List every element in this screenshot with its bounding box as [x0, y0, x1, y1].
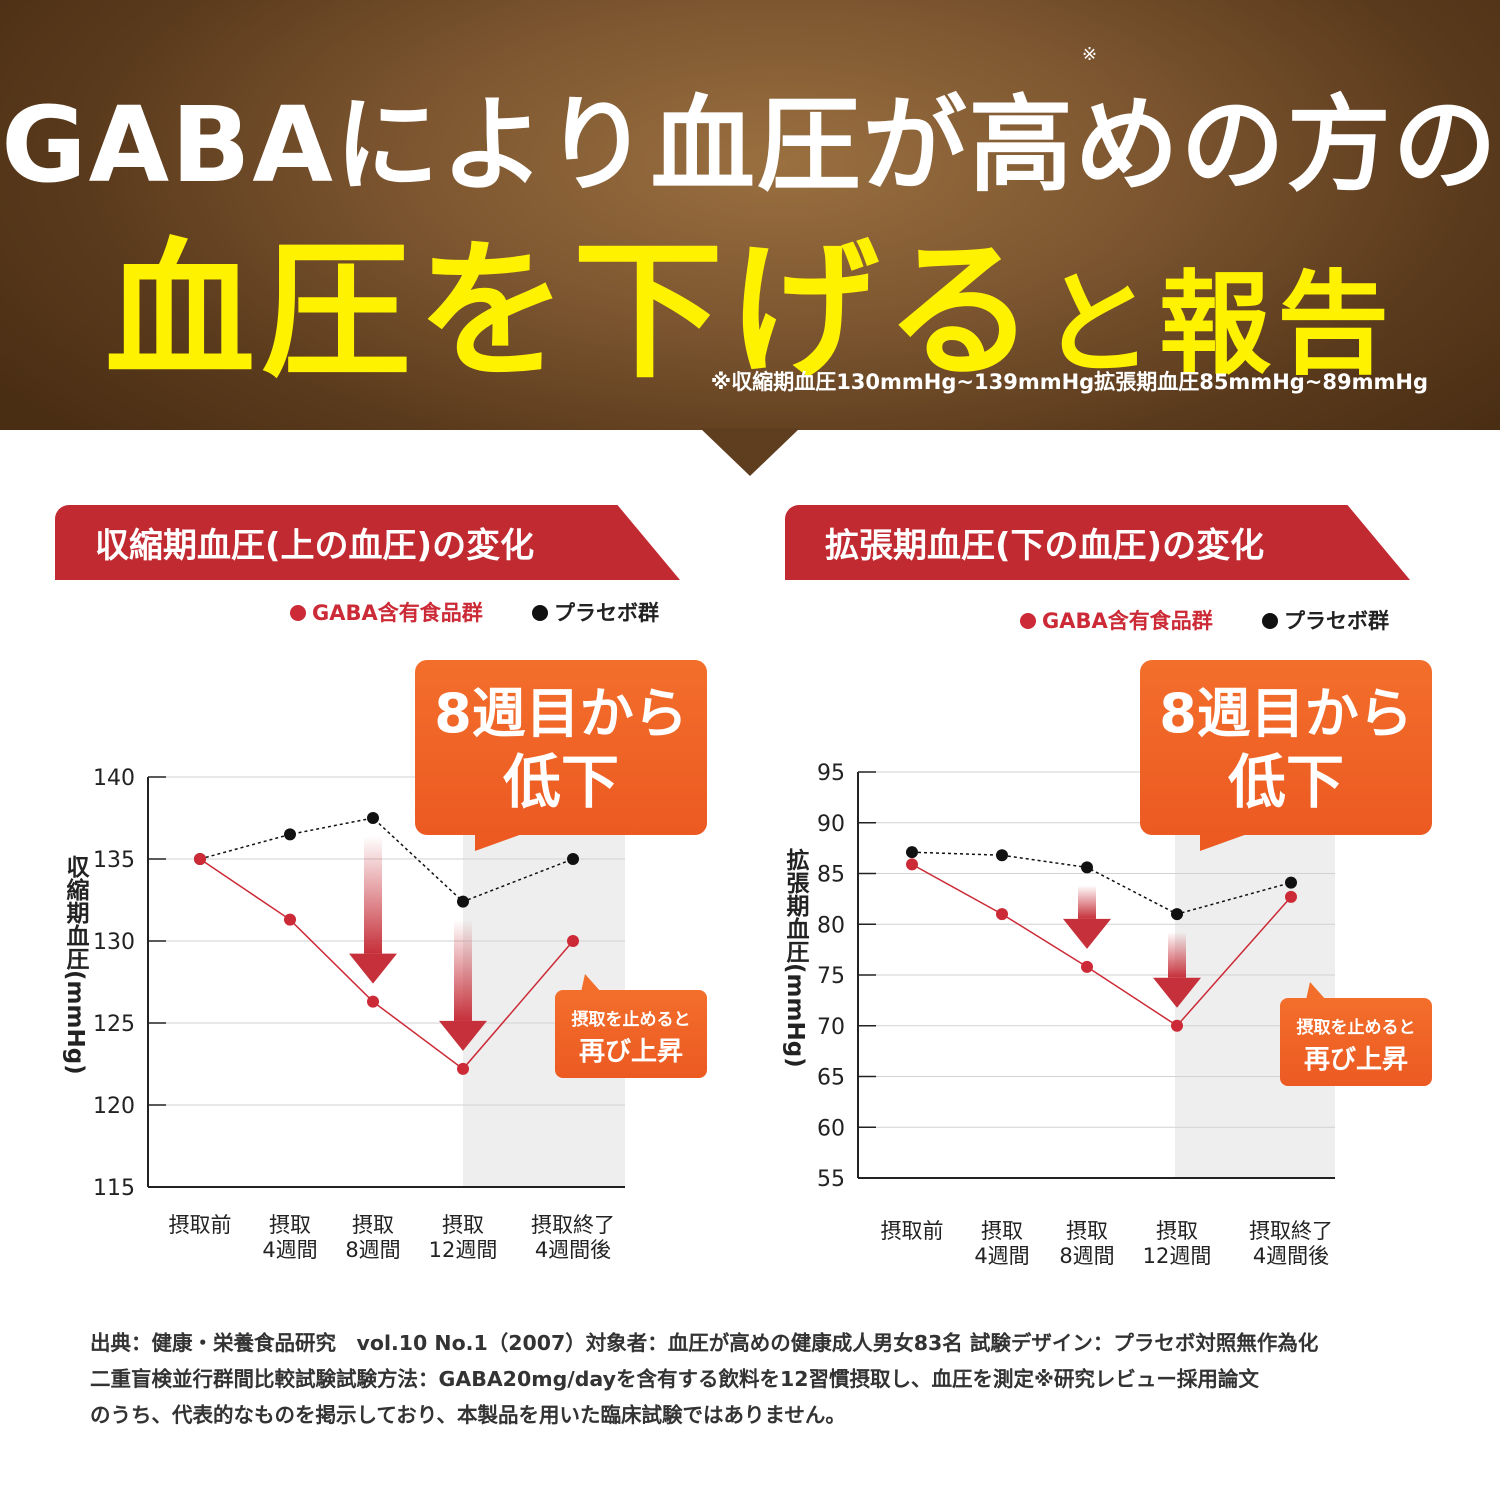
chart1-x-tick-label: 摂取 8週間 — [345, 1213, 400, 1262]
chart2-x-tick-label: 摂取 4週間 — [974, 1219, 1029, 1268]
chart2-drop-arrow-head — [1063, 918, 1111, 949]
headline-line2: 血圧を下げると報告 — [0, 190, 1500, 407]
chart1-gaba-point — [567, 935, 579, 947]
chart1-x-tick-label: 摂取 4週間 — [262, 1213, 317, 1262]
header-banner — [0, 0, 1500, 430]
chart2-drop-arrow-shaft — [1168, 932, 1186, 978]
chart2-y-tick-label: 70 — [817, 1015, 845, 1040]
chart2-callout-line1: 8週目から — [1159, 682, 1413, 745]
chart1-gaba-point — [457, 1062, 469, 1075]
footer-line1: 出典：健康・栄養食品研究 vol.10 No.1（2007）対象者：血圧が高めの… — [90, 1331, 1319, 1355]
chart2-gaba-point — [996, 908, 1008, 921]
chart1-placebo-point — [567, 853, 579, 865]
chart1-title-banner: 収縮期血圧(上の血圧)の変化 — [55, 505, 680, 580]
chart2-x-tick-label: 摂取 8週間 — [1059, 1219, 1114, 1268]
chart1-y-tick-label: 120 — [93, 1094, 135, 1119]
chart2-gaba-point — [1285, 890, 1297, 903]
chart2-gaba-point — [1171, 1019, 1183, 1032]
chart1-rebound-tail — [581, 974, 601, 992]
chart2-legend-placebo-marker — [1262, 613, 1278, 629]
chart1-rebound-box — [555, 990, 707, 1078]
chart1-callout-tail — [475, 833, 525, 851]
headline-line1: GABAにより血圧が高めの方の — [1, 84, 1499, 206]
chart2-title-banner: 拡張期血圧(下の血圧)の変化 — [785, 505, 1410, 580]
chart2-rebound-line1: 摂取を止めると — [1297, 1017, 1416, 1038]
chart1-legend-placebo-marker — [532, 605, 548, 621]
chart2-legend-placebo-label: プラセボ群 — [1284, 609, 1389, 633]
chart2-placebo-point — [906, 846, 918, 859]
footer-line2: 二重盲検並行群間比較試験試験方法：GABA20mg/dayを含有する飲料を12習… — [90, 1367, 1259, 1391]
chart1-legend-gaba-label: GABA含有食品群 — [312, 601, 483, 625]
chart2-rebound-line2: 再び上昇 — [1304, 1045, 1408, 1075]
chart2-x-tick-label: 摂取 12週間 — [1143, 1219, 1212, 1268]
headline-asterisk: ※ — [1082, 44, 1098, 65]
footer-citation: 出典：健康・栄養食品研究 vol.10 No.1（2007）対象者：血圧が高めの… — [90, 1325, 1420, 1433]
chart2-rebound-tail — [1306, 982, 1326, 1000]
chart2-callout-box — [1140, 660, 1432, 835]
chart1-placebo-point — [367, 812, 379, 824]
chart1-gaba-point — [284, 913, 296, 926]
header-pointer — [700, 428, 800, 476]
chart1-y-tick-label: 140 — [93, 766, 135, 791]
chart2-y-tick-label: 85 — [817, 863, 845, 888]
chart1-y-tick-label: 115 — [93, 1176, 135, 1201]
chart1-placebo-point — [457, 895, 469, 908]
chart1-drop-arrow-shaft — [454, 919, 472, 1021]
chart1-placebo-line — [199, 817, 574, 903]
chart2-drop-arrow-shaft — [1078, 885, 1096, 919]
chart2-gaba-point — [906, 858, 918, 871]
chart1-y-tick-label: 135 — [93, 848, 135, 873]
chart2-y-tick-label: 65 — [817, 1066, 845, 1091]
chart1-drop-arrow-head — [349, 953, 397, 984]
chart2-drop-arrow-head — [1153, 977, 1201, 1008]
chart2-y-tick-label: 95 — [817, 761, 845, 786]
chart1-legend-placebo-label: プラセボ群 — [554, 601, 659, 625]
chart2-placebo-point — [996, 849, 1008, 862]
chart1-rebound-line1: 摂取を止めると — [572, 1009, 691, 1030]
chart1-callout-box — [415, 660, 707, 835]
chart2-legend-gaba-marker — [1020, 613, 1036, 629]
headline-small: と報告 — [1041, 260, 1395, 390]
chart2-gaba-point — [1081, 960, 1093, 973]
chart2-placebo-point — [1171, 908, 1183, 921]
chart2-callout-line2: 低下 — [1228, 748, 1344, 816]
chart2-y-tick-label: 80 — [817, 913, 845, 938]
chart2-placebo-point — [1285, 876, 1297, 889]
chart2-y-axis-label: 拡張期血圧(mmHg) — [782, 848, 810, 1068]
chart1-callout-line1: 8週目から — [434, 682, 688, 745]
chart1-drop-arrow-shaft — [364, 836, 382, 954]
chart1-drop-arrow-head — [439, 1020, 487, 1051]
chart1-x-tick-label: 摂取前 — [169, 1213, 232, 1237]
chart2-rebound-box — [1280, 998, 1432, 1086]
chart1-gaba-point — [194, 853, 206, 865]
chart2-y-tick-label: 75 — [817, 964, 845, 989]
headline-footnote: ※収縮期血圧130mmHg~139mmHg拡張期血圧85mmHg~89mmHg — [710, 370, 1428, 394]
chart1-y-tick-label: 125 — [93, 1012, 135, 1037]
chart1-rebound-line2: 再び上昇 — [579, 1037, 683, 1067]
chart1-y-axis-label: 収縮期血圧(mmHg) — [62, 855, 90, 1075]
chart2-callout-tail — [1200, 833, 1250, 851]
chart2-y-tick-label: 55 — [817, 1167, 845, 1192]
chart1-y-tick-label: 130 — [93, 930, 135, 955]
chart1-placebo-point — [284, 828, 296, 841]
chart1-x-tick-label: 摂取終了 4週間後 — [531, 1213, 615, 1262]
chart1-gaba-point — [367, 995, 379, 1008]
chart2-placebo-point — [1081, 861, 1093, 874]
chart1-callout-line2: 低下 — [503, 748, 619, 816]
chart2-legend-gaba-label: GABA含有食品群 — [1042, 609, 1213, 633]
footer-line3: のうち、代表的なものを掲示しており、本製品を用いた臨床試験ではありません。 — [90, 1403, 846, 1427]
chart2-x-tick-label: 摂取前 — [881, 1219, 944, 1243]
chart1-x-tick-label: 摂取 12週間 — [429, 1213, 498, 1262]
chart2-y-tick-label: 90 — [817, 812, 845, 837]
chart1-legend-gaba-marker — [290, 605, 306, 621]
chart2-x-tick-label: 摂取終了 4週間後 — [1249, 1219, 1333, 1268]
headline-main: 血圧を下げる — [104, 225, 1041, 399]
chart2-y-tick-label: 60 — [817, 1116, 845, 1141]
